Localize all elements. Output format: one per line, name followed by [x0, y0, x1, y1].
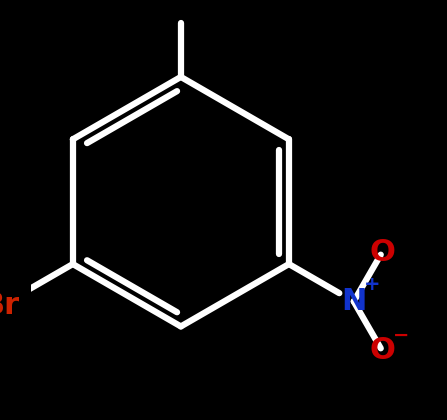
Text: O: O [370, 238, 396, 267]
Text: −: − [393, 326, 410, 345]
Text: Br: Br [0, 291, 20, 320]
Text: +: + [364, 275, 381, 294]
Text: O: O [370, 336, 396, 365]
Text: N: N [341, 287, 367, 316]
